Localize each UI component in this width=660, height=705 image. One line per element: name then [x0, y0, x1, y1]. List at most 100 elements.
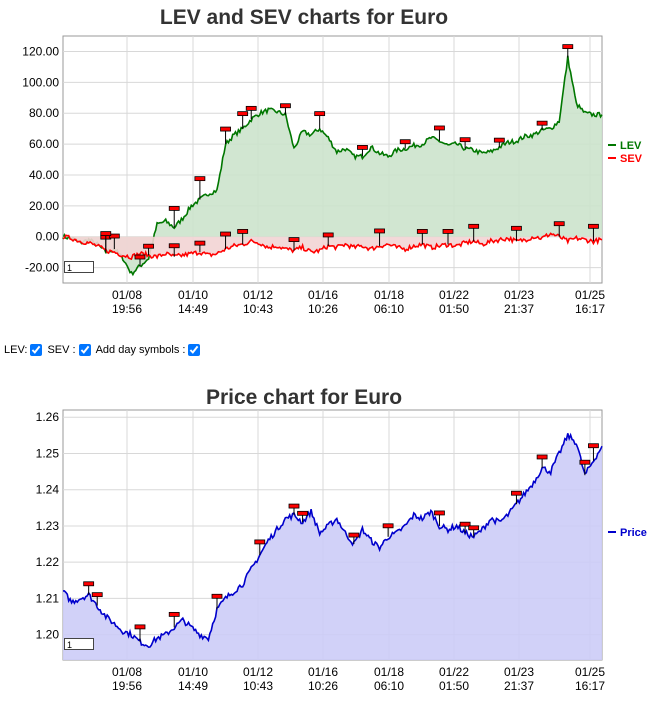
sev-checkbox[interactable] — [78, 344, 91, 356]
x-tick-time: 16:17 — [575, 302, 605, 316]
x-tick-time: 10:43 — [243, 679, 273, 693]
day-symbol-marker — [280, 103, 291, 115]
series-area-price — [63, 433, 602, 660]
y-tick-label: 1.21 — [36, 591, 60, 605]
x-tick-date: 01/16 — [308, 288, 338, 302]
x-tick-time: 06:10 — [374, 679, 404, 693]
y-tick-label: 60.00 — [29, 137, 59, 151]
y-tick-label: 0.00 — [36, 230, 60, 244]
y-tick-label: 1.23 — [36, 519, 60, 533]
day-symbols-checkbox[interactable] — [188, 344, 201, 356]
x-tick-time: 10:26 — [308, 679, 338, 693]
legend-entry-price: Price — [620, 527, 647, 539]
lev-sev-chart: LEV and SEV charts for Euro 120.00100.00… — [22, 6, 643, 316]
x-tick-time: 14:49 — [178, 302, 208, 316]
lev-toggle-label: LEV: — [4, 344, 28, 356]
day-symbol-marker — [220, 126, 231, 145]
day-symbol-marker — [434, 125, 445, 141]
day-symbol-marker — [288, 503, 300, 516]
y-tick-label: 1.26 — [36, 410, 60, 424]
day-symbol-marker — [416, 229, 428, 245]
y-tick-label: 100.00 — [22, 75, 59, 89]
day-symbol-marker — [536, 454, 548, 468]
day-symbol-marker — [194, 176, 206, 200]
x-tick-date: 01/23 — [504, 288, 534, 302]
legend-entry-lev: LEV — [620, 140, 642, 152]
lev-range-input[interactable]: 1 — [64, 261, 94, 273]
y-tick-label: 120.00 — [22, 44, 59, 58]
day-symbol-marker — [322, 232, 334, 246]
x-tick-time: 21:37 — [504, 679, 534, 693]
x-tick-time: 19:56 — [112, 302, 142, 316]
day-symbol-marker — [588, 223, 599, 242]
day-symbol-marker — [493, 137, 505, 148]
series-toggles: LEV: SEV : Add day symbols : — [4, 344, 203, 356]
day-symbol-marker — [100, 231, 112, 251]
x-tick-time: 19:56 — [112, 679, 142, 693]
day-symbol-marker — [168, 206, 180, 228]
series-area-lev — [63, 55, 602, 275]
day-symbol-marker — [588, 443, 599, 461]
x-tick-time: 21:37 — [504, 302, 534, 316]
lev-chart-title: LEV and SEV charts for Euro — [160, 6, 448, 29]
x-tick-date: 01/08 — [112, 288, 142, 302]
lev-checkbox[interactable] — [30, 344, 43, 356]
day-symbol-marker — [168, 243, 180, 257]
day-symbol-marker — [297, 510, 308, 523]
x-tick-time: 10:26 — [308, 302, 338, 316]
day-symbol-marker — [108, 233, 120, 250]
x-tick-date: 01/12 — [243, 288, 273, 302]
day-symbol-marker — [245, 105, 257, 120]
x-tick-time: 14:49 — [178, 679, 208, 693]
day-symbol-marker — [579, 459, 591, 476]
legend-entry-sev: SEV — [620, 153, 643, 165]
day-symbol-marker — [382, 523, 394, 537]
x-tick-date: 01/18 — [374, 288, 404, 302]
x-tick-time: 10:43 — [243, 302, 273, 316]
series-line-price — [63, 432, 603, 649]
y-tick-label: 1.20 — [36, 628, 60, 642]
day-symbol-marker — [211, 593, 223, 610]
day-symbol-marker — [143, 243, 154, 256]
x-tick-time: 01:50 — [439, 302, 469, 316]
day-symbol-marker — [399, 139, 411, 149]
x-tick-date: 01/25 — [575, 665, 605, 679]
day-symbol-marker — [374, 228, 385, 246]
series-area-sev — [63, 233, 602, 260]
x-tick-date: 01/25 — [575, 288, 605, 302]
day-symbol-marker — [348, 532, 360, 545]
x-tick-time: 01:50 — [439, 679, 469, 693]
y-tick-label: 1.25 — [36, 446, 60, 460]
day-symbol-marker — [459, 137, 471, 149]
x-tick-date: 01/23 — [504, 665, 534, 679]
day-symbol-marker — [168, 611, 180, 628]
day-symbol-marker — [237, 229, 249, 245]
day-symbol-marker — [511, 490, 522, 505]
day-symbol-marker — [220, 231, 231, 250]
day-symbol-marker — [536, 120, 548, 131]
day-symbol-marker — [83, 581, 95, 595]
x-tick-date: 01/22 — [439, 665, 469, 679]
sev-toggle-label: SEV : — [47, 344, 76, 356]
y-tick-label: 40.00 — [29, 168, 59, 182]
x-tick-date: 01/16 — [308, 665, 338, 679]
day-symbol-marker — [288, 237, 300, 251]
day-symbol-marker — [194, 240, 206, 253]
day-symbol-marker — [459, 521, 471, 534]
price-range-input[interactable]: 1 — [64, 638, 94, 650]
x-tick-date: 01/10 — [178, 665, 208, 679]
day-symbol-marker — [237, 111, 249, 129]
x-tick-date: 01/18 — [374, 665, 404, 679]
day-symbol-marker — [562, 44, 574, 58]
day-symbol-marker — [511, 225, 522, 242]
day-symbol-marker — [314, 111, 326, 129]
x-tick-date: 01/10 — [178, 288, 208, 302]
x-tick-date: 01/22 — [439, 288, 469, 302]
y-tick-label: -20.00 — [25, 261, 59, 275]
y-tick-label: 20.00 — [29, 199, 59, 213]
day-symbol-marker — [254, 539, 266, 555]
day-symbols-label: Add day symbols : — [95, 344, 186, 356]
price-chart-title: Price chart for Euro — [206, 386, 402, 409]
day-symbol-marker — [91, 592, 103, 606]
x-tick-date: 01/12 — [243, 665, 273, 679]
